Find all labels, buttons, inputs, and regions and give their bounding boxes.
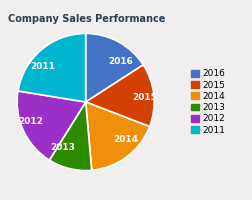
Text: 2013: 2013 bbox=[50, 143, 75, 152]
Text: 2014: 2014 bbox=[114, 135, 139, 144]
Wedge shape bbox=[86, 33, 143, 102]
Text: 2016: 2016 bbox=[108, 57, 133, 66]
Text: 2015: 2015 bbox=[132, 93, 157, 102]
Legend: 2016, 2015, 2014, 2013, 2012, 2011: 2016, 2015, 2014, 2013, 2012, 2011 bbox=[190, 68, 227, 136]
Wedge shape bbox=[86, 65, 154, 127]
Text: 2011: 2011 bbox=[30, 62, 55, 71]
Wedge shape bbox=[18, 33, 86, 102]
Text: 2012: 2012 bbox=[18, 117, 43, 126]
Wedge shape bbox=[49, 102, 92, 171]
Wedge shape bbox=[17, 91, 86, 160]
Wedge shape bbox=[86, 102, 150, 170]
Text: Company Sales Performance: Company Sales Performance bbox=[8, 14, 165, 24]
